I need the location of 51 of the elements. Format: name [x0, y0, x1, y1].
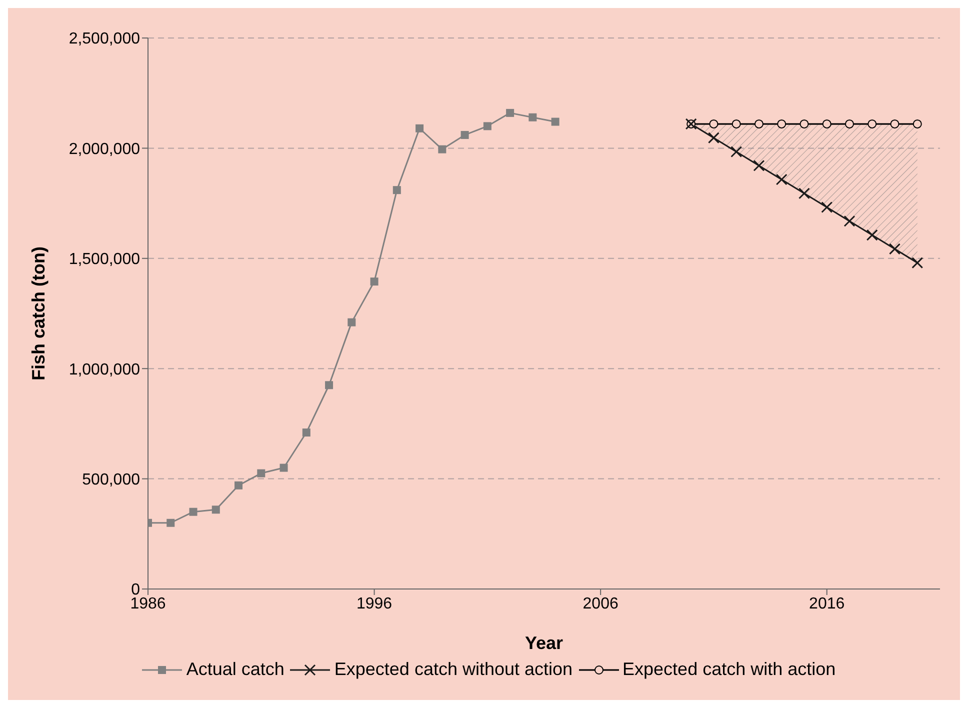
point: [234, 481, 243, 490]
point: [844, 215, 856, 227]
point: [866, 229, 878, 241]
point: [708, 132, 720, 144]
point: [460, 130, 469, 139]
point: [506, 108, 514, 117]
point: [709, 119, 718, 128]
point: [844, 119, 854, 128]
point: [348, 318, 356, 326]
point: [392, 186, 401, 194]
point: [370, 278, 378, 286]
point: [189, 508, 198, 516]
x-tick-label: 2016: [809, 595, 845, 612]
point: [166, 518, 175, 527]
point: [890, 119, 900, 128]
point: [912, 257, 924, 269]
point: [528, 113, 537, 122]
point: [776, 174, 788, 186]
point: [732, 119, 741, 128]
y-tick-label: 1,000,000: [68, 361, 140, 378]
point: [483, 122, 492, 130]
point: [280, 464, 288, 472]
legend-label: Expected catch without action: [334, 659, 573, 680]
y-axis-title: Fish catch (ton): [28, 246, 48, 380]
point: [754, 119, 764, 128]
point: [868, 119, 877, 128]
point: [753, 160, 765, 172]
point: [822, 119, 832, 128]
legend-label: Expected catch with action: [622, 659, 836, 680]
x-axis-title: Year: [524, 633, 564, 653]
y-tick-label: 2,000,000: [68, 140, 140, 158]
y-tick-label: 1,500,000: [68, 251, 140, 268]
point: [777, 119, 786, 128]
point: [302, 428, 310, 437]
point: [438, 145, 446, 154]
point: [257, 469, 266, 478]
x-tick-label: 2006: [582, 595, 618, 612]
point: [821, 202, 833, 214]
y-tick-label: 500,000: [82, 471, 140, 488]
point: [730, 146, 742, 158]
point: [325, 381, 334, 390]
y-tick-label: 2,500,000: [68, 30, 140, 48]
point: [888, 243, 900, 255]
x-tick-label: 1996: [356, 595, 392, 612]
point: [800, 119, 809, 128]
point: [212, 506, 220, 514]
point: [416, 124, 424, 132]
legend-label: Actual catch: [186, 659, 284, 680]
point: [912, 119, 922, 128]
point: [551, 118, 560, 126]
point: [798, 188, 810, 200]
